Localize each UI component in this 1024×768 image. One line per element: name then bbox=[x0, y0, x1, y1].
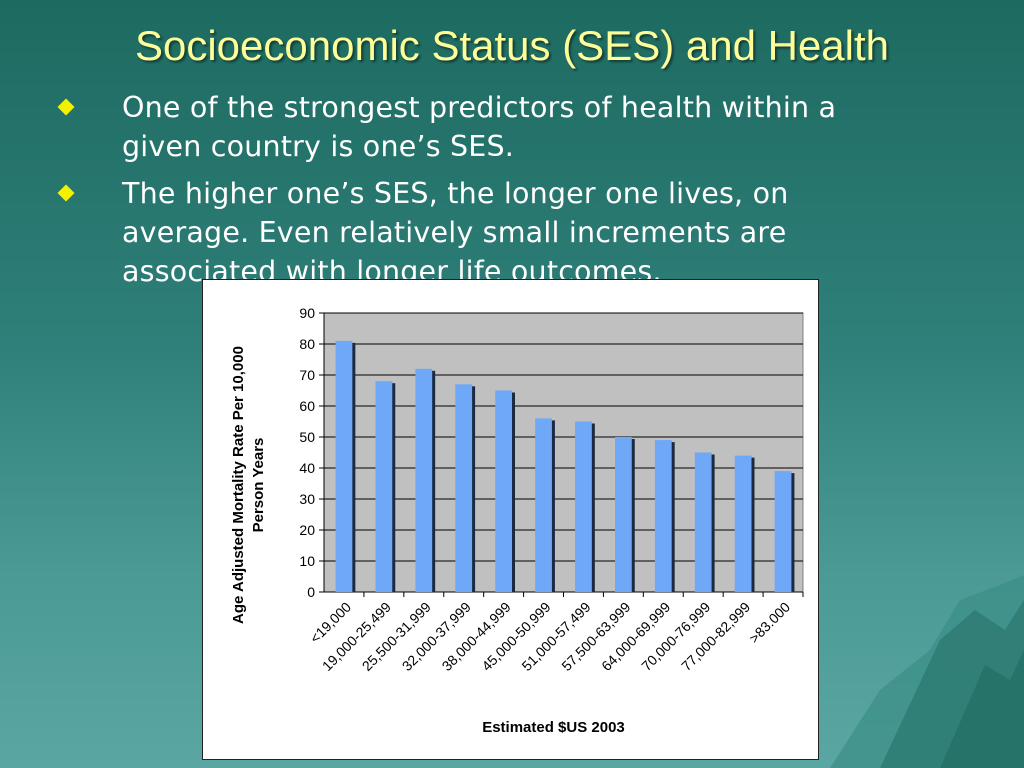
y-tick-label: 0 bbox=[307, 584, 315, 600]
plot-area bbox=[323, 312, 804, 593]
x-tick-label: 25,500-31,999 bbox=[359, 599, 434, 674]
y-tick-label: 80 bbox=[299, 336, 315, 352]
bullet-item: One of the strongest predictors of healt… bbox=[56, 88, 956, 166]
bullet-list: One of the strongest predictors of healt… bbox=[56, 88, 956, 299]
bar bbox=[535, 418, 552, 592]
bar bbox=[575, 421, 592, 592]
y-tick-label: 10 bbox=[299, 553, 315, 569]
y-tick-label: 20 bbox=[299, 522, 315, 538]
bar bbox=[415, 368, 433, 592]
x-tick-label: 57,500-63,999 bbox=[558, 599, 633, 674]
y-tick-label: 40 bbox=[299, 460, 315, 476]
x-tick-label: 51,000-57,499 bbox=[518, 599, 593, 674]
x-tick-label: 64,000-69,999 bbox=[598, 599, 673, 674]
bar bbox=[375, 381, 393, 592]
diamond-bullet-icon bbox=[57, 184, 75, 202]
bullet-item: The higher one’s SES, the longer one liv… bbox=[56, 174, 956, 291]
y-tick-label: 60 bbox=[299, 398, 315, 414]
bullet-line: One of the strongest predictors of healt… bbox=[122, 91, 837, 124]
x-tick-label: 38,000-44,999 bbox=[439, 599, 514, 674]
bar bbox=[774, 471, 792, 592]
slide-title: Socioeconomic Status (SES) and Health bbox=[134, 22, 890, 69]
x-tick-label: 70,000-76,999 bbox=[638, 599, 713, 674]
bar bbox=[614, 437, 632, 592]
bar bbox=[654, 440, 672, 592]
y-axis-title: Person Years bbox=[250, 438, 267, 533]
y-tick-label: 30 bbox=[299, 491, 315, 507]
x-tick-label: 19,000-25,499 bbox=[319, 599, 394, 674]
x-tick-label: 32,000-37,999 bbox=[399, 599, 474, 674]
y-tick-label: 50 bbox=[299, 429, 315, 445]
x-axis-title: Estimated $US 2003 bbox=[482, 719, 625, 736]
y-axis-title: Age Adjusted Mortality Rate Per 10,000 bbox=[230, 346, 247, 624]
diamond-bullet-icon bbox=[57, 98, 75, 116]
bullet-line: average. Even relatively small increment… bbox=[122, 216, 787, 249]
bullet-line: The higher one’s SES, the longer one liv… bbox=[122, 177, 789, 210]
x-tick-label: 77,000-82,999 bbox=[678, 599, 753, 674]
bullet-line: given country is one’s SES. bbox=[122, 130, 515, 163]
bar bbox=[495, 390, 513, 592]
y-tick-label: 70 bbox=[299, 367, 315, 383]
bar-chart: 0102030405060708090<19,00019,000-25,4992… bbox=[230, 305, 804, 736]
bar bbox=[455, 384, 473, 592]
chart-panel: 0 10 20 30 40 50 60 70 80 90 <19,000 19,000-25,499 2… bbox=[202, 279, 819, 760]
y-tick-label: 90 bbox=[299, 305, 315, 321]
bar bbox=[335, 340, 353, 592]
bar bbox=[694, 452, 712, 592]
x-tick-label: 45,000-50,999 bbox=[478, 599, 553, 674]
bar bbox=[734, 455, 752, 592]
x-tick-label: >83.000 bbox=[746, 599, 794, 647]
